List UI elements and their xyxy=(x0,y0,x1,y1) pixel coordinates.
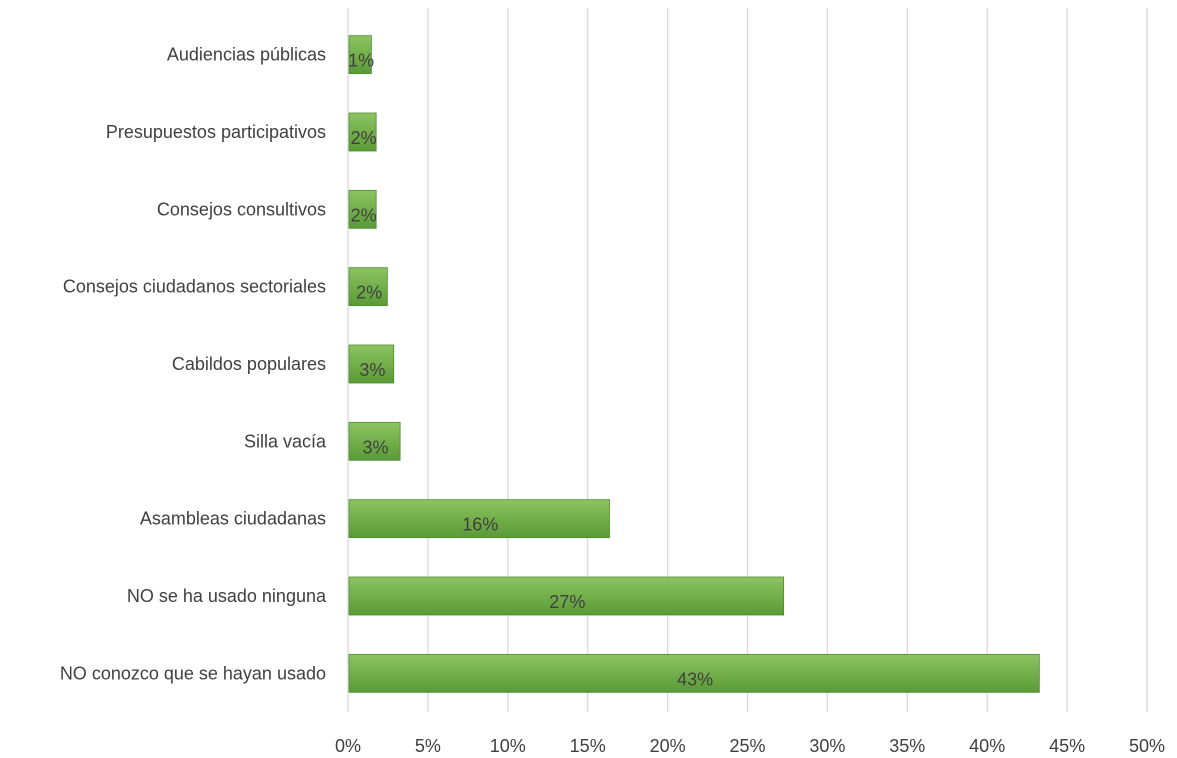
x-tick-label: 10% xyxy=(490,736,526,756)
x-tick-label: 30% xyxy=(809,736,845,756)
category-label: Consejos ciudadanos sectoriales xyxy=(63,277,326,297)
data-label: 3% xyxy=(363,437,389,457)
x-tick-label: 15% xyxy=(570,736,606,756)
category-label: Presupuestos participativos xyxy=(106,122,326,142)
category-label: Silla vacía xyxy=(244,431,327,451)
x-tick-label: 5% xyxy=(415,736,441,756)
data-label: 2% xyxy=(351,205,377,225)
x-tick-label: 35% xyxy=(889,736,925,756)
x-tick-label: 50% xyxy=(1129,736,1165,756)
x-tick-label: 40% xyxy=(969,736,1005,756)
data-label: 43% xyxy=(677,669,713,689)
bars: 1% 2% 2% 2% 3% 3% 16% 27% 43% xyxy=(348,36,1039,693)
data-label: 27% xyxy=(549,592,585,612)
category-label: NO conozco que se hayan usado xyxy=(60,663,326,683)
data-label: 2% xyxy=(356,283,382,303)
x-tick-label: 25% xyxy=(729,736,765,756)
data-label: 2% xyxy=(351,128,377,148)
x-tick-label: 20% xyxy=(650,736,686,756)
category-label: Asambleas ciudadanas xyxy=(140,509,326,529)
x-tick-label: 45% xyxy=(1049,736,1085,756)
category-labels: Audiencias públicas Presupuestos particip… xyxy=(60,45,327,684)
category-label: Cabildos populares xyxy=(172,354,326,374)
category-label: NO se ha usado ninguna xyxy=(127,586,327,606)
data-label: 3% xyxy=(359,360,385,380)
category-label: Audiencias públicas xyxy=(167,45,326,65)
data-label: 16% xyxy=(462,515,498,535)
x-tick-label: 0% xyxy=(335,736,361,756)
data-label: 1% xyxy=(348,51,374,71)
category-label: Consejos consultivos xyxy=(157,199,326,219)
x-axis-ticks: 0% 5% 10% 15% 20% 25% 30% 35% 40% 45% 50% xyxy=(335,736,1165,756)
